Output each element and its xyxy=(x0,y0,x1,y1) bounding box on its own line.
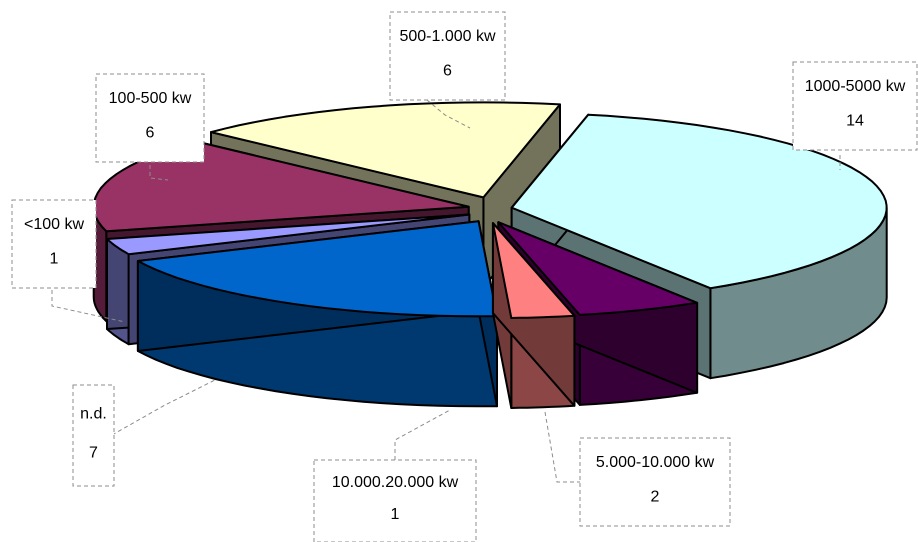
data-label-100-kw: <100 kw 1 xyxy=(11,199,97,289)
slice-top-5-000-10-000-kw xyxy=(497,221,699,316)
data-label-value: 6 xyxy=(146,124,155,141)
leader-line-nd xyxy=(111,379,216,436)
data-label-category: 5.000-10.000 kw xyxy=(596,454,715,471)
data-label-category: 500-1.000 kw xyxy=(399,28,496,45)
leader-line-5000-10000 xyxy=(544,411,580,483)
leader-line-10000-20000 xyxy=(394,409,451,460)
data-label-box xyxy=(389,11,506,101)
data-label-category: n.d. xyxy=(80,405,107,422)
data-label-value: 1 xyxy=(391,506,400,523)
data-label-category: 1000-5000 kw xyxy=(805,78,906,95)
data-label-category: 10.000.20.000 kw xyxy=(332,474,459,491)
data-label-n-d: n.d. 7 xyxy=(72,384,115,487)
data-label-box xyxy=(95,73,205,163)
data-label-1000-5000-kw: 1000-5000 kw 14 xyxy=(792,61,918,151)
slice-10-000-20-000-kw xyxy=(491,222,576,409)
leader-line-lt100 xyxy=(51,290,126,323)
data-label-box xyxy=(72,384,115,487)
data-label-10-000-20-000-kw: 10.000.20.000 kw 1 xyxy=(313,459,477,542)
data-label-value: 6 xyxy=(443,62,452,79)
slice-top-n-d xyxy=(136,220,498,318)
data-label-value: 7 xyxy=(89,445,98,462)
data-label-box xyxy=(11,199,97,289)
data-label-box xyxy=(579,437,731,527)
leader-line-500-1000 xyxy=(426,99,471,129)
data-label-value: 1 xyxy=(50,250,59,267)
slice-top-100-kw xyxy=(106,213,471,256)
data-labels: 1000-5000 kw 14 500-1.000 kw 6 100-500 kw 6 <1… xyxy=(11,11,918,542)
slice-n-d xyxy=(136,220,498,408)
data-label-5-000-10-000-kw: 5.000-10.000 kw 2 xyxy=(579,437,731,527)
data-label-box xyxy=(792,61,918,151)
data-label-category: 100-500 kw xyxy=(109,90,192,107)
data-label-500-1-000-kw: 500-1.000 kw 6 xyxy=(389,11,506,101)
data-label-box xyxy=(313,459,477,542)
label-leader-lines xyxy=(51,99,841,483)
slice-top-500-1-000-kw xyxy=(210,101,561,199)
data-label-value: 2 xyxy=(651,488,660,505)
data-label-category: <100 kw xyxy=(24,216,84,233)
data-label-value: 14 xyxy=(846,112,864,129)
slice-top-10-000-20-000-kw xyxy=(491,222,576,319)
pie-slices xyxy=(92,101,888,409)
slice-top-1000-5000-kw xyxy=(510,113,888,290)
data-label-100-500-kw: 100-500 kw 6 xyxy=(95,73,205,163)
